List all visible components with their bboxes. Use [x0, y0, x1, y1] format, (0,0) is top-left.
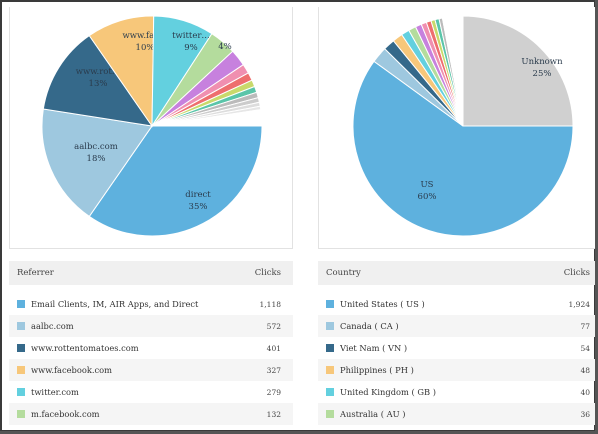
color-swatch — [326, 300, 334, 308]
country-label: Philippines ( PH ) — [340, 365, 414, 375]
clicks-column-header[interactable]: Clicks — [563, 268, 590, 278]
slice-label: aalbc.com — [74, 142, 118, 152]
slice-percent: 60% — [418, 192, 437, 202]
clicks-value: 36 — [580, 409, 590, 419]
clicks-value: 132 — [266, 409, 281, 419]
referrer-table-header: Referrer Clicks — [9, 261, 293, 285]
country-pie-chart: Unknown 25% US 60% — [352, 15, 574, 237]
referrer-row[interactable]: www.facebook.com 327 — [9, 359, 293, 381]
pie-slice-us[interactable] — [352, 60, 574, 237]
clicks-value: 48 — [580, 365, 590, 375]
country-label: Canada ( CA ) — [340, 321, 399, 331]
referrer-label: twitter.com — [31, 387, 79, 397]
pie-slice-unknown[interactable] — [462, 15, 574, 127]
referrer-label: www.rottentomatoes.com — [31, 343, 139, 353]
country-label: Australia ( AU ) — [340, 409, 406, 419]
country-pie-panel: Unknown 25% US 60% — [318, 7, 598, 249]
slice-percent: 4% — [218, 42, 232, 52]
color-swatch — [17, 388, 25, 396]
slice-label: www.fac… — [123, 31, 168, 41]
country-row[interactable]: Australia ( AU ) 36 — [318, 403, 598, 425]
clicks-column-header[interactable]: Clicks — [254, 268, 281, 278]
referrer-row[interactable]: m.facebook.com 132 — [9, 403, 293, 425]
country-row[interactable]: Viet Nam ( VN ) 54 — [318, 337, 598, 359]
country-table-header: Country Clicks — [318, 261, 598, 285]
referrer-pie-chart: direct 35% aalbc.com 18% www.rot… 13% www.fac…… — [41, 15, 263, 237]
clicks-value: 1,118 — [259, 299, 281, 309]
referrer-pie-panel: direct 35% aalbc.com 18% www.rot… 13% www.fac…… — [9, 7, 293, 249]
referrer-row[interactable]: Email Clients, IM, AIR Apps, and Direct 1… — [9, 293, 293, 315]
referrer-label: m.facebook.com — [31, 409, 100, 419]
country-row[interactable]: United Kingdom ( GB ) 40 — [318, 381, 598, 403]
color-swatch — [326, 322, 334, 330]
referrer-column-header[interactable]: Referrer — [17, 268, 54, 278]
country-label: United Kingdom ( GB ) — [340, 387, 436, 397]
clicks-value: 401 — [266, 343, 281, 353]
color-swatch — [17, 322, 25, 330]
slice-percent: 10% — [136, 43, 155, 53]
pie-slice-other-10[interactable] — [151, 109, 263, 127]
clicks-value: 327 — [266, 365, 281, 375]
country-label: Viet Nam ( VN ) — [340, 343, 408, 353]
country-column-header[interactable]: Country — [326, 268, 361, 278]
slice-label: direct — [185, 190, 211, 200]
referrer-label: www.facebook.com — [31, 365, 113, 375]
color-swatch — [326, 344, 334, 352]
country-row[interactable]: Philippines ( PH ) 48 — [318, 359, 598, 381]
referrer-row[interactable]: aalbc.com 572 — [9, 315, 293, 337]
color-swatch — [326, 410, 334, 418]
referrer-row[interactable]: twitter.com 279 — [9, 381, 293, 403]
clicks-value: 1,924 — [568, 299, 590, 309]
referrer-label: Email Clients, IM, AIR Apps, and Direct — [31, 299, 199, 309]
slice-percent: 35% — [189, 202, 208, 212]
country-table: Country Clicks United States ( US ) 1,924… — [318, 261, 598, 425]
slice-label: www.rot… — [76, 67, 121, 77]
pie-slice-aalbc-com[interactable] — [41, 108, 153, 218]
slice-percent: 13% — [89, 79, 108, 89]
pie-slice-direct[interactable] — [88, 125, 263, 237]
slice-label: Unknown — [521, 57, 563, 67]
pie-slice-www-rottentomatoes-com[interactable] — [42, 34, 154, 127]
clicks-value: 572 — [266, 321, 281, 331]
slice-label: US — [421, 180, 434, 190]
country-row[interactable]: United States ( US ) 1,924 — [318, 293, 598, 315]
clicks-value: 77 — [580, 321, 590, 331]
referrer-table: Referrer Clicks Email Clients, IM, AIR A… — [9, 261, 293, 425]
color-swatch — [326, 366, 334, 374]
slice-percent: 18% — [87, 154, 106, 164]
country-row[interactable]: Canada ( CA ) 77 — [318, 315, 598, 337]
slice-label: twitter… — [172, 31, 210, 41]
slice-percent: 25% — [533, 69, 552, 79]
color-swatch — [17, 366, 25, 374]
clicks-value: 40 — [580, 387, 590, 397]
slice-percent: 9% — [184, 43, 198, 53]
clicks-value: 279 — [266, 387, 281, 397]
clicks-value: 54 — [580, 343, 590, 353]
referrer-row[interactable]: www.rottentomatoes.com 401 — [9, 337, 293, 359]
color-swatch — [17, 300, 25, 308]
color-swatch — [326, 388, 334, 396]
referrer-label: aalbc.com — [31, 321, 74, 331]
color-swatch — [17, 344, 25, 352]
country-label: United States ( US ) — [340, 299, 425, 309]
color-swatch — [17, 410, 25, 418]
pie-slice-other-7[interactable] — [441, 15, 464, 127]
